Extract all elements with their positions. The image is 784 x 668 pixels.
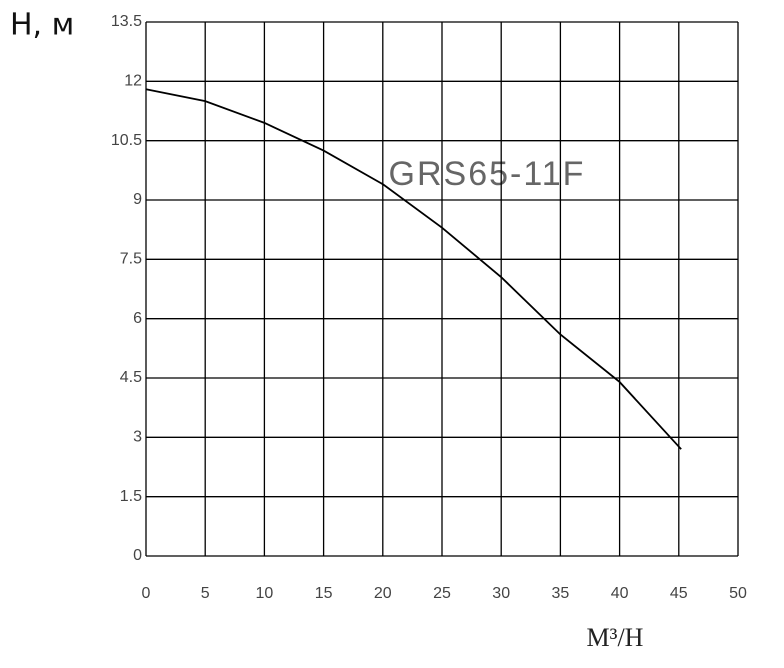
x-tick-label: 30: [492, 585, 510, 602]
y-tick-label: 13.5: [111, 13, 142, 30]
x-tick-label: 20: [374, 585, 392, 602]
x-tick-label: 10: [256, 585, 274, 602]
y-tick-label: 0: [133, 547, 142, 564]
curve: [145, 88, 682, 450]
x-tick-label: 25: [433, 585, 451, 602]
curve-annotation: GRS65-11F: [389, 155, 586, 193]
y-tick-label: 4.5: [120, 369, 142, 386]
x-tick-label: 45: [670, 585, 688, 602]
x-tick-label: 35: [552, 585, 570, 602]
y-tick-label: 10.5: [111, 132, 142, 149]
x-tick-label: 5: [201, 585, 210, 602]
y-axis-label: H, м: [10, 8, 74, 43]
x-tick-label: 15: [315, 585, 333, 602]
y-tick-label: 12: [124, 73, 142, 90]
y-tick-label: 3: [133, 429, 142, 446]
y-tick-label: 7.5: [120, 251, 142, 268]
y-tick-label: 9: [133, 191, 142, 208]
x-tick-label: 0: [142, 585, 151, 602]
y-tick-label: 6: [133, 310, 142, 327]
x-axis-label: M³/H: [587, 623, 644, 652]
y-tick-label: 1.5: [120, 488, 142, 505]
x-tick-label: 50: [729, 585, 747, 602]
x-tick-label: 40: [611, 585, 629, 602]
